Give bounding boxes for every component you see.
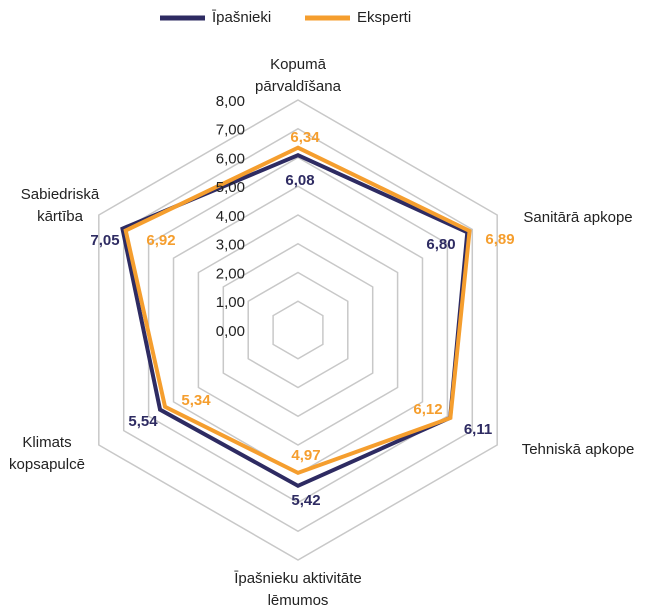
series-line [120, 153, 470, 489]
grid-ring [98, 99, 498, 561]
value-label: 4,97 [291, 447, 320, 464]
series-line [123, 145, 472, 476]
value-label: 5,42 [291, 492, 320, 509]
category-label: Tehniskā apkope [522, 441, 635, 458]
value-label: 6,08 [285, 172, 314, 189]
value-label: 6,11 [464, 421, 492, 438]
category-label: kārtība [37, 208, 84, 225]
y-tick-label: 2,00 [216, 265, 245, 282]
grid-ring [147, 156, 449, 504]
value-label: 5,34 [181, 392, 211, 409]
category-label: Sabiedriskā [21, 186, 100, 203]
value-label: 6,80 [426, 236, 455, 253]
value-label: 7,05 [90, 232, 119, 249]
y-tick-label: 4,00 [216, 208, 245, 225]
value-label: 6,92 [146, 232, 175, 249]
y-tick-label: 5,00 [216, 179, 245, 196]
legend-label: Eksperti [357, 9, 411, 26]
category-label: Klimats [22, 434, 71, 451]
grid-ring [272, 300, 324, 360]
category-label: lēmumos [268, 592, 329, 609]
value-label: 6,12 [413, 401, 442, 418]
category-label: Sanitārā apkope [523, 209, 632, 226]
y-tick-label: 3,00 [216, 237, 245, 254]
y-tick-label: 0,00 [216, 323, 245, 340]
y-tick-label: 6,00 [216, 150, 245, 167]
category-label: Kopumā [270, 56, 327, 73]
legend-label: Īpašnieki [212, 9, 271, 26]
category-label: kopsapulcē [9, 456, 85, 473]
grid-ring [197, 214, 399, 446]
y-tick-label: 1,00 [216, 294, 245, 311]
grid-ring [222, 242, 374, 418]
grid-ring [247, 271, 349, 389]
y-tick-label: 7,00 [216, 122, 245, 139]
value-label: 6,89 [485, 231, 514, 248]
y-tick-label: 8,00 [216, 93, 245, 110]
category-label: pārvaldīšana [255, 78, 342, 95]
category-label: Īpašnieku aktivitāte [234, 570, 362, 587]
value-label: 6,34 [290, 129, 320, 146]
value-label: 5,54 [128, 413, 158, 430]
